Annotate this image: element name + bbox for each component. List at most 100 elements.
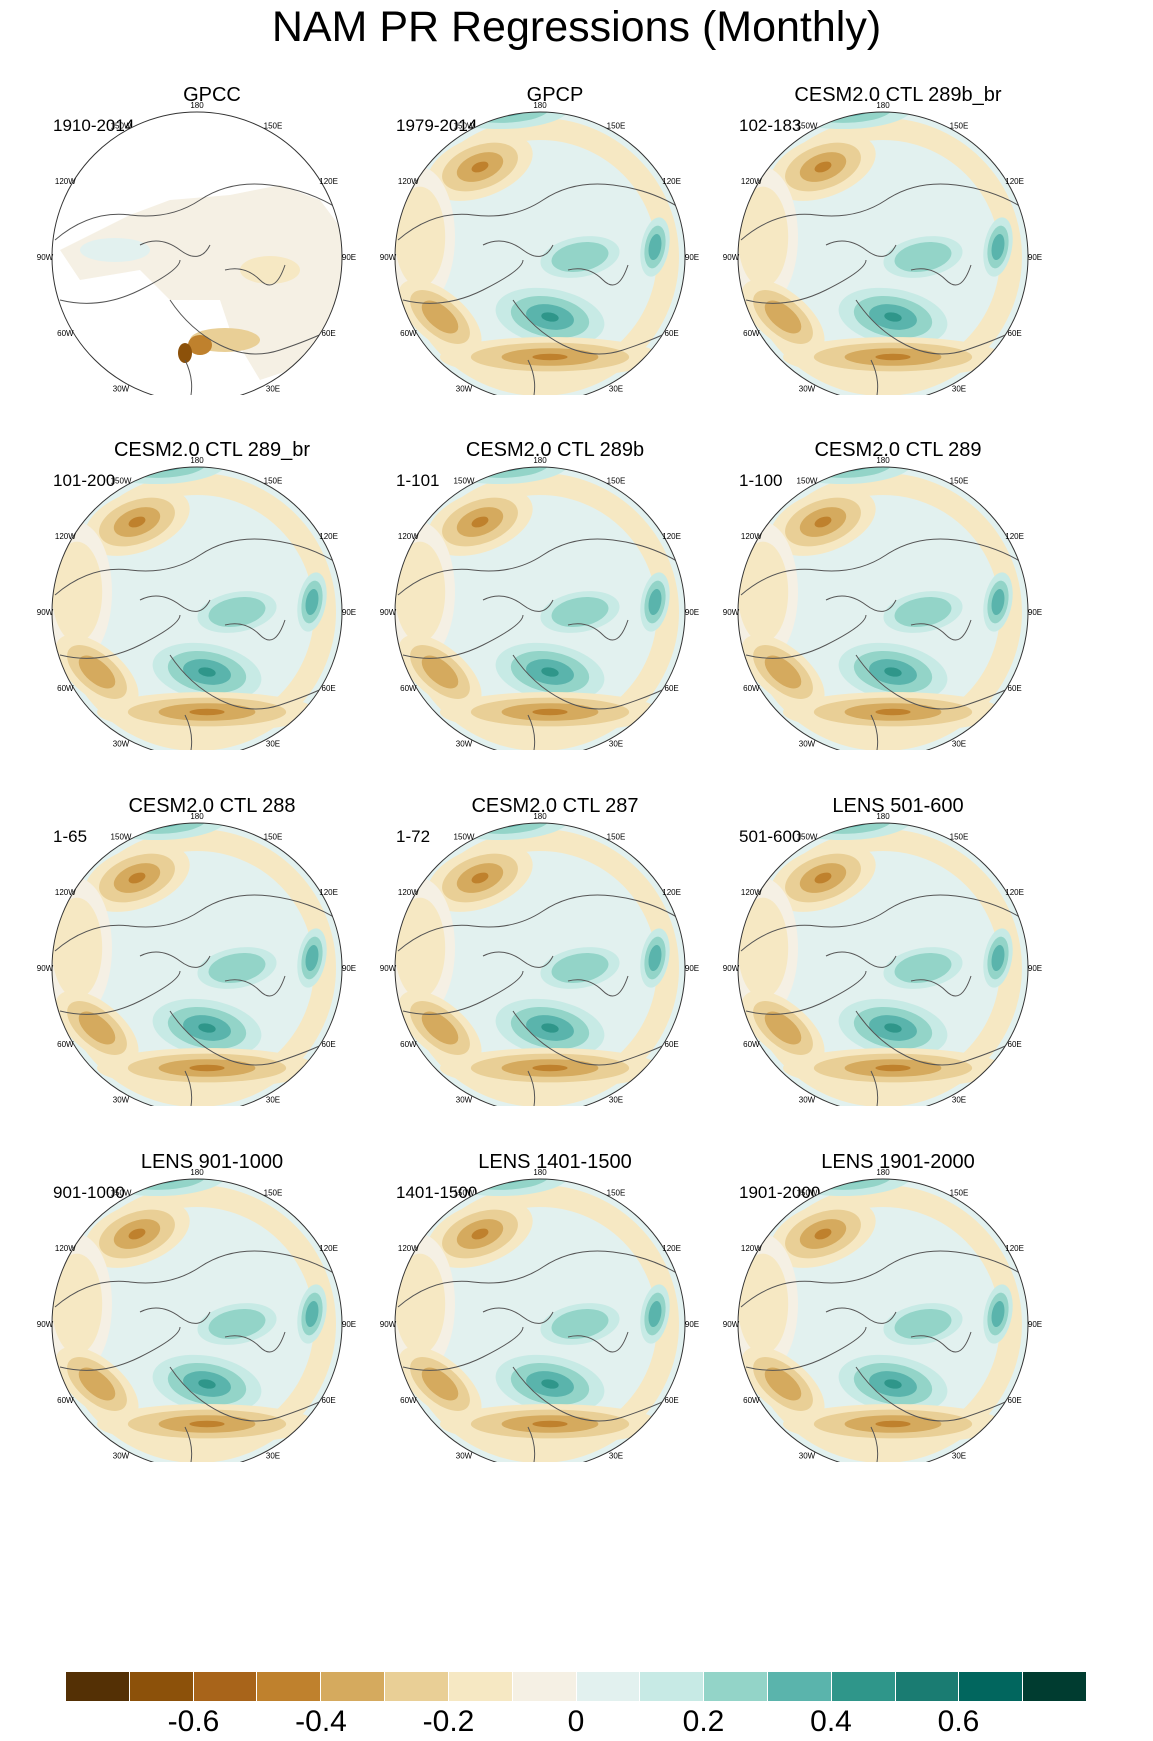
longitude-label: 30E xyxy=(952,1096,966,1105)
longitude-label: 120W xyxy=(398,532,419,541)
longitude-label: 90E xyxy=(1028,608,1042,617)
coastline xyxy=(567,264,629,286)
pacific-east-anomaly xyxy=(395,186,446,288)
map-panel: LENS 1901-2000 1901-2000 180 150E 120E 90E 60E… xyxy=(706,1067,1090,1462)
map-panel: LENS 501-600501-600180150E120E90E60E30E0… xyxy=(706,711,1090,1106)
asia-positive-anomaly xyxy=(305,944,319,972)
coastline xyxy=(825,1307,897,1324)
atlantic-west-negative xyxy=(764,655,802,689)
longitude-label: 60W xyxy=(400,329,417,338)
pacific-negative-anomaly xyxy=(814,1228,832,1240)
coastline xyxy=(54,1250,341,1308)
pacific-east-anomaly xyxy=(395,897,446,999)
panel-title: CESM2.0 CTL 287 xyxy=(471,795,639,817)
longitude-label: 120W xyxy=(55,177,76,186)
panel-period: 1901-2000 xyxy=(739,1183,821,1202)
pacific-positive-band xyxy=(126,467,188,472)
coastline xyxy=(184,1070,193,1106)
negative-anomaly xyxy=(240,256,300,284)
atlantic-negative-band xyxy=(875,708,911,716)
asia-positive-anomaly xyxy=(991,588,1005,616)
panel-period: 1-65 xyxy=(53,827,88,846)
coastline xyxy=(397,538,684,596)
asia-positive-anomaly xyxy=(648,1300,662,1328)
colorbar-tick-label: 0.4 xyxy=(810,1705,852,1738)
coastline xyxy=(512,1010,674,1066)
longitude-label: 60E xyxy=(1008,684,1022,693)
panel-title: LENS 1901-2000 xyxy=(821,1151,975,1173)
coastline xyxy=(402,970,524,1015)
map-panel: CESM2.0 CTL 2881-65180150E120E90E60E30E0… xyxy=(20,711,404,1106)
colorbar-swatch xyxy=(640,1672,705,1701)
longitude-label: 90E xyxy=(342,1320,356,1329)
longitude-label: 180 xyxy=(190,812,204,821)
atlantic-positive-anomaly xyxy=(198,1023,216,1033)
longitude-label: 60E xyxy=(665,684,679,693)
atlantic-west-negative xyxy=(764,1367,802,1401)
longitude-label: 30E xyxy=(609,385,623,394)
asia-positive-anomaly xyxy=(305,588,319,616)
coastline xyxy=(54,894,341,952)
longitude-label: 120W xyxy=(55,1244,76,1253)
coastline xyxy=(567,619,629,641)
siberia-positive-anomaly xyxy=(551,1308,609,1340)
longitude-label: 60W xyxy=(57,1396,74,1405)
colorbar-tick-label: -0.4 xyxy=(295,1705,347,1738)
colorbar-swatch xyxy=(385,1672,449,1701)
coastline xyxy=(740,1250,1027,1308)
atlantic-west-negative xyxy=(764,300,802,334)
polar-cap xyxy=(838,212,928,302)
longitude-label: 30E xyxy=(266,1096,280,1105)
map-boundary xyxy=(51,822,343,1106)
atlantic-positive-anomaly xyxy=(884,1023,902,1033)
pacific-negative-anomaly xyxy=(128,516,146,528)
map-boundary xyxy=(394,111,686,395)
panel-title: CESM2.0 CTL 289b_br xyxy=(794,84,1002,106)
longitude-label: 120E xyxy=(662,888,681,897)
longitude-label: 90E xyxy=(685,964,699,973)
positive-anomaly xyxy=(80,238,150,262)
coastline xyxy=(855,654,1017,710)
coastline xyxy=(745,614,867,659)
coastline xyxy=(855,1010,1017,1066)
coastline xyxy=(910,975,972,997)
colorbar-swatch xyxy=(321,1672,386,1701)
longitude-label: 90W xyxy=(723,253,740,262)
colorbar-swatch xyxy=(831,1672,896,1701)
panel-period: 1910-2014 xyxy=(53,116,135,135)
longitude-label: 60E xyxy=(1008,1396,1022,1405)
longitude-label: 60W xyxy=(743,684,760,693)
longitude-label: 60E xyxy=(665,1396,679,1405)
atlantic-positive-anomaly xyxy=(541,1379,559,1389)
map-panel: GPCP1979-2014180150E120E90E60E30E030W60W… xyxy=(363,0,747,395)
map-panel: LENS 1401-1500 1401-1500 180 150E 120E 90E 60E… xyxy=(363,1067,747,1462)
longitude-label: 180 xyxy=(190,456,204,465)
longitude-label: 150E xyxy=(950,832,969,841)
atlantic-west-negative xyxy=(78,1367,116,1401)
atlantic-west-negative xyxy=(421,1011,459,1045)
longitude-label: 90E xyxy=(342,253,356,262)
panel-title: GPCC xyxy=(183,84,241,106)
map-boundary xyxy=(394,1178,686,1462)
panel-title: LENS 501-600 xyxy=(832,795,964,817)
siberia-positive-anomaly xyxy=(551,241,609,273)
longitude-label: 60E xyxy=(1008,329,1022,338)
coastline xyxy=(910,1331,972,1353)
pacific-east-anomaly xyxy=(738,897,789,999)
coastline xyxy=(870,714,879,750)
atlantic-negative-band xyxy=(875,1064,911,1072)
longitude-label: 150E xyxy=(950,1188,969,1197)
longitude-label: 120E xyxy=(319,177,338,186)
longitude-label: 150W xyxy=(454,832,475,841)
longitude-label: 60W xyxy=(400,1396,417,1405)
coastline xyxy=(224,975,286,997)
coastline xyxy=(745,1326,867,1371)
longitude-label: 120W xyxy=(55,532,76,541)
pacific-positive-band xyxy=(812,1179,874,1184)
colorbar-swatch xyxy=(704,1672,768,1701)
longitude-label: 180 xyxy=(876,1168,890,1177)
coastline xyxy=(910,264,972,286)
longitude-label: 30W xyxy=(456,740,473,749)
longitude-label: 180 xyxy=(876,812,890,821)
polar-cap xyxy=(495,212,585,302)
